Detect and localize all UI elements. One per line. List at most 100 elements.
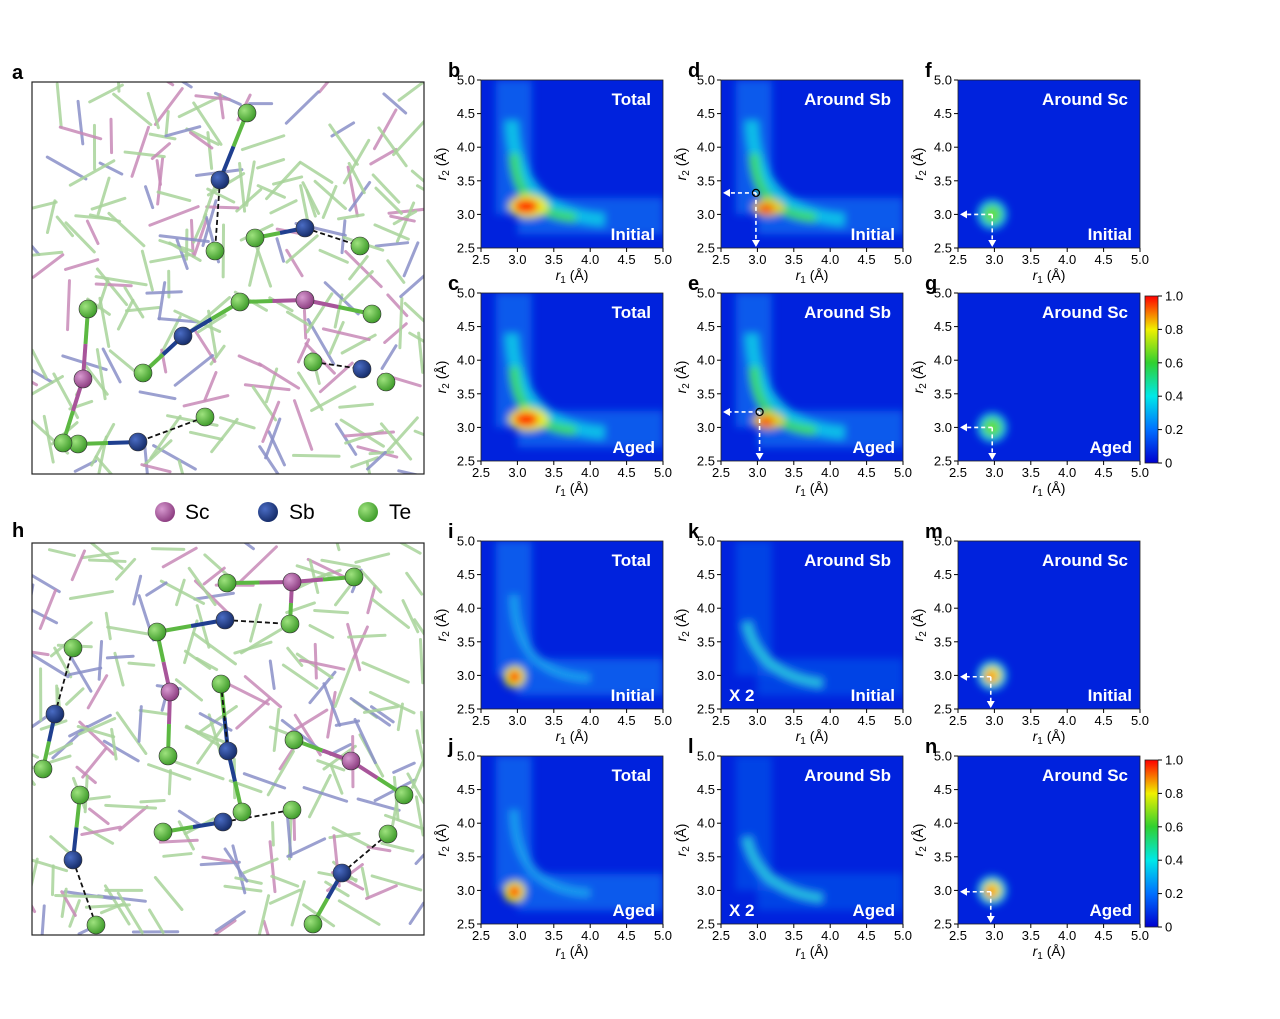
y-tick-label: 4.0 [697,601,715,616]
heatmap-plot-i [481,541,663,709]
network-bond [32,250,64,257]
heatmap-panel-k: Around Sb Initial X 2 2.52.5 3.0 3.0 3.5 3.5 4.0… [673,521,912,747]
network-bond [369,147,398,166]
y-tick-label: 5.0 [457,73,475,88]
x-tick-label: 3.0 [508,928,526,943]
network-bond [321,184,338,219]
network-bond [123,150,166,159]
network-bond [386,259,406,284]
network-bond [419,710,424,744]
legend-te-label: Te [389,501,411,524]
network-bond [401,599,420,634]
x-axis-label-symbol: r [1033,480,1039,496]
network-bond [64,221,96,254]
x-tick-label: 3.0 [985,252,1003,267]
atom-te-ball [86,915,106,935]
x-tick-label: 4.5 [1095,252,1113,267]
panel-state-label: Initial [611,686,655,705]
network-bond [99,902,124,915]
network-bond [188,430,224,441]
x-tick-label: 3.0 [748,928,766,943]
x-tick-label: 4.5 [858,465,876,480]
network-bond [177,809,203,828]
x-axis-label: r1 (Å) [1033,943,1066,962]
y-tick-label: 3.5 [697,849,715,864]
x-tick-label: 3.0 [748,252,766,267]
panel-letter-n: n [925,736,937,758]
y-axis-label-unit: (Å) [433,361,449,384]
network-bond [346,622,362,672]
network-bond [144,185,155,210]
colorbar-tick-label: 0.4 [1165,389,1183,404]
legend-sc-label: Sc [185,501,210,524]
panel-letter-l: l [688,736,694,758]
y-tick-label: 4.0 [934,140,952,155]
network-bond [267,430,286,467]
x-tick-label: 4.0 [1058,252,1076,267]
y-axis-label-subscript: 2 [441,631,452,637]
marker-arrowhead-down [751,240,760,247]
atom-sb-ball [173,326,193,346]
x-tick-label: 5.0 [894,713,912,728]
y-axis-label-unit: (Å) [910,824,926,847]
structure-frame [31,542,425,936]
network-bond [415,729,424,771]
x-axis-label-unit: (Å) [806,480,829,496]
x-axis-label: r1 (Å) [556,267,589,286]
panel-state-label: Initial [611,225,655,244]
heatmap-plot-n [958,756,1140,924]
plot-frame [720,755,904,925]
network-bond [105,654,135,660]
network-bond [102,739,140,763]
network-bond [361,661,410,684]
network-bond [324,880,350,898]
network-bond [70,549,87,582]
peak-red [508,670,521,683]
network-bond [285,310,314,329]
network-bond [411,755,424,789]
atom-te-ball [303,914,323,934]
network-bond [240,134,286,152]
y-axis-label: r2 (Å) [910,148,929,181]
heatmap-panel-m: Around Sc Initial 2.52.5 3.0 3.0 3.5 3.5 4.0 4.0… [910,521,1149,747]
y-axis-label-subscript: 2 [918,631,929,637]
network-bond [196,723,226,765]
network-bond [149,414,182,460]
network-bond [383,322,408,344]
network-bond [132,574,143,606]
network-bond [145,581,168,597]
atom-sb-ball [63,850,83,870]
network-bond [257,362,301,390]
heatmap-spot [977,875,1008,906]
y-tick-label: 3.5 [934,634,952,649]
network-bond [415,184,424,192]
network-bond [397,82,424,102]
marker-arrows [960,210,997,247]
network-bond [403,301,424,323]
atom-sb-ball [128,432,148,452]
x-tick-label: 4.5 [618,928,636,943]
y-tick-label: 4.0 [697,353,715,368]
plot-frame [720,540,904,710]
marker-arrowhead-left [960,887,967,896]
panel-letter-c: c [448,273,459,295]
network-bond [243,543,255,551]
network-bond [123,286,145,319]
x-tick-label: 4.5 [1095,713,1113,728]
x-axis-label-subscript: 1 [560,275,566,286]
network-bond [94,282,133,288]
y-axis-label-subscript: 2 [681,383,692,389]
network-bond [124,306,161,313]
long-bond-dashed [214,179,221,252]
y-tick-label: 4.0 [457,140,475,155]
network-bond [331,826,373,849]
network-bond [146,91,160,130]
atom-te-ball [303,352,323,372]
y-axis-label-subscript: 2 [918,846,929,852]
heatmap-panel-b: Total Initial 2.52.5 3.0 3.0 3.5 3.5 4.0 4.0 4.5 4… [433,60,672,286]
network-bond [360,569,383,594]
network-bond [195,604,211,649]
network-bond [290,880,306,927]
atom-te-ball [280,614,300,634]
plot-frame [480,79,664,249]
